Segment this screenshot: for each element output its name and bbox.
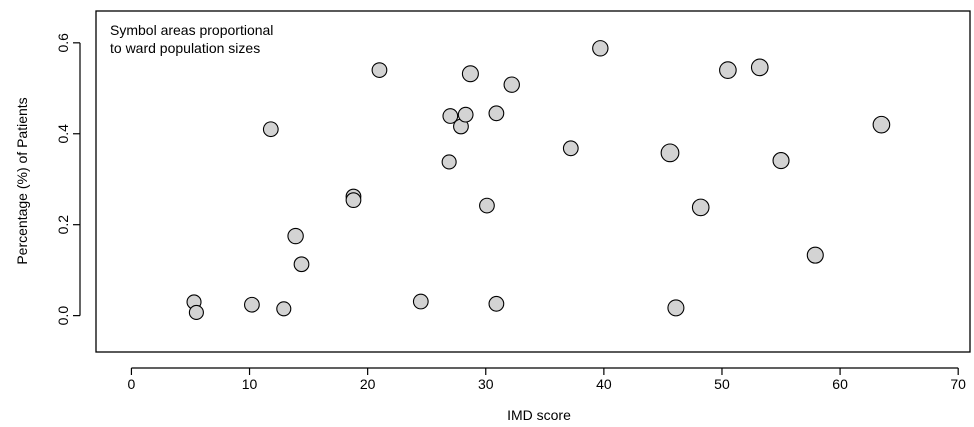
data-point [479, 197, 495, 214]
x-tick-label: 70 [950, 376, 966, 392]
data-point [412, 293, 429, 310]
annotation-line-2: to ward population sizes [110, 40, 260, 56]
data-point [188, 304, 204, 320]
data-point [503, 76, 520, 93]
data-point [371, 62, 388, 78]
data-point [461, 65, 479, 83]
y-tick-label: 0.4 [55, 124, 71, 144]
data-point [750, 58, 769, 77]
data-point [262, 121, 279, 138]
plot-frame [95, 10, 971, 353]
x-axis: 0 10 20 30 40 50 60 70 [128, 367, 966, 392]
data-point [293, 256, 310, 273]
y-tick-label: 0.0 [55, 306, 71, 326]
x-axis-label: IMD score [507, 407, 571, 423]
data-point [488, 105, 505, 122]
data-point [345, 192, 362, 209]
data-point [592, 40, 609, 57]
data-point [457, 106, 474, 123]
data-point [691, 198, 710, 217]
y-axis: 0.0 0.2 0.4 0.6 [55, 33, 81, 326]
x-tick-label: 30 [478, 376, 494, 392]
x-tick-label: 40 [596, 376, 612, 392]
data-point [667, 299, 685, 317]
data-point [719, 61, 737, 79]
y-tick-label: 0.2 [55, 215, 71, 235]
x-tick-label: 10 [242, 376, 258, 392]
x-tick-label: 50 [714, 376, 730, 392]
y-axis-label: Percentage (%) of Patients [14, 97, 30, 264]
data-point [441, 154, 457, 170]
data-point [806, 246, 824, 264]
data-point [562, 140, 579, 157]
data-point [488, 295, 505, 312]
data-point [442, 108, 459, 124]
data-point [244, 296, 260, 313]
x-tick-label: 60 [832, 376, 848, 392]
data-points [186, 40, 891, 320]
annotation-line-1: Symbol areas proportional [110, 22, 273, 38]
data-point [872, 115, 891, 134]
y-tick-label: 0.6 [55, 33, 71, 53]
data-point [772, 152, 790, 170]
data-point [276, 301, 292, 317]
x-tick-label: 0 [128, 376, 136, 392]
data-point [287, 227, 304, 245]
data-point [660, 143, 680, 163]
x-tick-label: 20 [360, 376, 376, 392]
